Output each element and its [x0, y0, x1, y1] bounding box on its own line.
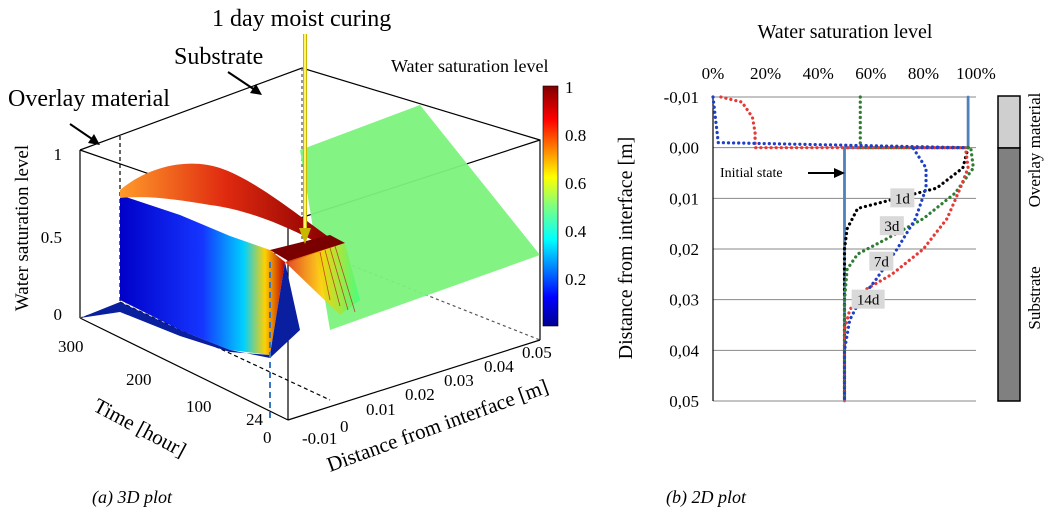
time-axis-label: Time [hour]: [90, 393, 191, 462]
dist-tick-0.01: 0.01: [366, 400, 396, 419]
y-axis-label: Distance from interface [m]: [615, 137, 637, 360]
substrate-layer-bar: [997, 147, 1021, 402]
caption-b: (b) 2D plot: [666, 487, 747, 508]
point-labels: 1d 3d 7d 14d: [851, 188, 915, 309]
colorbar-tick-0.8: 0.8: [565, 126, 586, 145]
overlay-layer-bar: [997, 95, 1021, 149]
z-tick-0: 0: [54, 305, 63, 324]
surface-ridge: [270, 235, 345, 262]
moist-curing-label: 1 day moist curing: [212, 6, 391, 32]
caption-a: (a) 3D plot: [92, 487, 173, 508]
overlay-label: Overlay material: [8, 86, 170, 112]
surface-top: [120, 163, 330, 244]
colorbar-tick-0.6: 0.6: [565, 174, 586, 193]
y-tick-label: 0,02: [669, 240, 699, 259]
y-tick-label: 0,04: [669, 341, 699, 360]
dist-tick-0: 0: [340, 417, 349, 436]
plot3d: 1 day moist curing Substrate Overlay mat…: [8, 6, 587, 477]
point-label-bg: [851, 289, 885, 309]
point-label-bg: [869, 251, 894, 271]
x-ticks: 0% 20% 40% 60% 80% 100%: [702, 64, 996, 83]
dist-tick-0.04: 0.04: [484, 357, 514, 376]
series-3d: [842, 95, 975, 403]
time-tick-100: 100: [186, 397, 212, 416]
substrate-label: Substrate: [174, 44, 263, 70]
moist-curing-arrowhead: [299, 228, 311, 244]
dist-tick-0.02: 0.02: [405, 385, 435, 404]
surface-ridge-slope: [285, 243, 360, 315]
y-tick-label: -0,01: [664, 88, 699, 107]
x-tick-label: 80%: [908, 64, 939, 83]
point-label-14d: 14d: [857, 293, 880, 309]
time-tick-0: 0: [263, 428, 272, 447]
series-14d: [711, 95, 968, 403]
z-tick-1: 1: [54, 145, 63, 164]
colorbar-tick-0.2: 0.2: [565, 270, 586, 289]
colorbar-title: Water saturation level: [391, 56, 548, 76]
x-tick-label: 100%: [956, 64, 996, 83]
y-tick-label: 0,03: [669, 291, 699, 310]
point-label-7d: 7d: [874, 255, 890, 271]
dist-tick-0.05: 0.05: [522, 343, 552, 362]
overlay-arrow: [69, 123, 96, 142]
z-tick-0.5: 0.5: [41, 228, 62, 247]
x-tick-label: 60%: [855, 64, 886, 83]
point-label-1d: 1d: [895, 191, 911, 207]
colorbar-tick-0.4: 0.4: [565, 222, 587, 241]
substrate-plane: [300, 105, 540, 330]
initial-state-label: Initial state: [720, 166, 783, 181]
overlay-layer-label: Overlay material: [1025, 92, 1044, 207]
plot2d: Water saturation level 0% 20% 40% 60% 80% 100…: [615, 21, 1044, 411]
time-tick-200: 200: [126, 370, 152, 389]
y-tick-label: 0,05: [669, 392, 699, 411]
surface-front-wall: [120, 195, 285, 355]
colorbar: [542, 85, 559, 327]
point-label-bg: [890, 188, 915, 208]
x-tick-label: 0%: [702, 64, 725, 83]
y-tick-label: 0,01: [669, 189, 699, 208]
time-tick-24: 24: [246, 410, 264, 429]
substrate-layer-label: Substrate: [1025, 266, 1044, 329]
dist-tick-0.03: 0.03: [444, 371, 474, 390]
y-tick-label: 0,00: [669, 139, 699, 158]
time-tick-300: 300: [58, 337, 84, 356]
point-label-bg: [879, 216, 904, 236]
series-1d: [842, 146, 970, 403]
y-ticks: -0,01 0,00 0,01 0,02 0,03 0,04 0,05: [664, 88, 700, 411]
dist-tick-neg0.01: -0.01: [302, 429, 337, 448]
z-axis-label: Water saturation level: [12, 145, 33, 311]
colorbar-tick-1: 1: [565, 78, 574, 97]
x-tick-label: 40%: [803, 64, 834, 83]
x-tick-label: 20%: [750, 64, 781, 83]
dist-axis-label: Distance from interface [m]: [324, 374, 552, 477]
surface-base: [80, 262, 300, 358]
plot2d-title: Water saturation level: [758, 21, 933, 43]
point-label-3d: 3d: [884, 219, 900, 235]
